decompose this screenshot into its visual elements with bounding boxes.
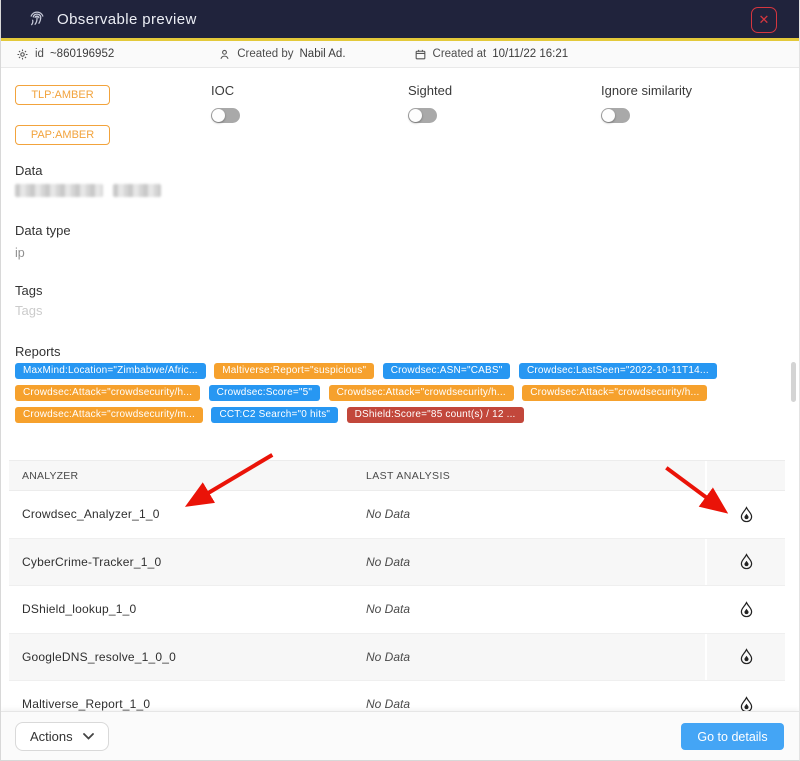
report-tags-line: Crowdsec:Attack="crowdsecurity/h... Crow… [15,382,775,401]
analyzer-name: CyberCrime-Tracker_1_0 [22,554,162,569]
person-icon [220,49,229,59]
flame-icon[interactable] [738,600,755,619]
modal-title: Observable preview [57,10,197,28]
analyzer-name: DShield_lookup_1_0 [22,602,137,617]
data-value-redacted [15,184,161,197]
data-label: Data [15,163,43,178]
column-header-analyzer: ANALYZER [22,469,79,482]
created-by-value: Nabil Ad. [299,48,346,60]
pap-badge[interactable]: PAP:AMBER [15,125,110,145]
actions-button-label: Actions [30,729,73,744]
report-tag[interactable]: Crowdsec:Attack="crowdsecurity/m... [15,407,203,423]
table-row: Crowdsec_Analyzer_1_0 No Data [9,491,785,539]
last-analysis-value: No Data [366,649,411,664]
analyzer-name: Crowdsec_Analyzer_1_0 [22,507,160,522]
tags-input[interactable] [15,303,315,318]
analyzer-name: GoogleDNS_resolve_1_0_0 [22,649,177,664]
close-icon[interactable]: ✕ [751,7,777,33]
created-by-label: Created by [237,48,294,60]
ignore-similarity-label: Ignore similarity [601,83,693,98]
flame-icon[interactable] [738,647,755,666]
scrollbar[interactable] [791,362,796,402]
last-analysis-value: No Data [366,602,411,617]
flame-icon[interactable] [738,695,755,714]
data-type-value: ip [15,246,25,260]
toggle-knob [409,109,422,122]
data-type-label: Data type [15,223,71,238]
table-header: ANALYZER LAST ANALYSIS [9,460,785,491]
reports-label: Reports [15,344,61,359]
table-row: DShield_lookup_1_0 No Data [9,586,785,634]
id-label: id [35,48,44,60]
modal-footer: Actions Go to details [1,711,799,760]
tags-label: Tags [15,283,43,298]
analyzers-table: ANALYZER LAST ANALYSIS Crowdsec_Analyzer… [9,460,785,729]
created-at-value: 10/11/22 16:21 [492,48,569,60]
redacted-blob [15,184,103,197]
ioc-toggle[interactable] [211,108,240,123]
report-tag[interactable]: MaxMind:Location="Zimbabwe/Afric... [15,363,206,379]
column-header-last-analysis: LAST ANALYSIS [366,469,451,482]
report-tags-line: Crowdsec:Attack="crowdsecurity/m... CCT:… [15,404,775,423]
sighted-label: Sighted [408,83,453,98]
report-tag[interactable]: CCT:C2 Search="0 hits" [211,407,339,423]
fingerprint-icon [30,11,44,26]
last-analysis-value: No Data [366,507,411,522]
meta-bar: id ~860196952 Created by Nabil Ad. Creat… [1,41,799,68]
tlp-badge[interactable]: TLP:AMBER [15,85,110,105]
toggle-knob [212,109,225,122]
ioc-label: IOC [211,83,235,98]
redacted-blob [113,184,161,197]
report-tags-line: MaxMind:Location="Zimbabwe/Afric... Malt… [15,360,775,379]
report-tag[interactable]: Crowdsec:Score="5" [208,385,321,401]
report-tag[interactable]: Crowdsec:Attack="crowdsecurity/h... [15,385,201,401]
report-tag[interactable]: Maltiverse:Report="suspicious" [214,363,375,379]
report-tag[interactable]: DShield:Score="85 count(s) / 12 ... [346,407,524,423]
table-row: CyberCrime-Tracker_1_0 No Data [9,538,785,586]
accent-line [1,38,799,41]
chevron-down-icon [82,733,94,740]
last-analysis-value: No Data [366,697,411,712]
calendar-icon [415,49,425,59]
go-to-details-button[interactable]: Go to details [681,723,784,750]
id-value: ~860196952 [49,48,115,60]
sighted-toggle[interactable] [408,108,437,123]
report-tag[interactable]: Crowdsec:Attack="crowdsecurity/h... [328,385,514,401]
last-analysis-value: No Data [366,554,411,569]
report-tags: MaxMind:Location="Zimbabwe/Afric... Malt… [15,360,775,426]
ignore-similarity-toggle-group: Ignore similarity [601,83,692,123]
actions-button[interactable]: Actions [15,722,109,751]
column-header-actions [705,461,785,490]
flame-icon[interactable] [738,552,755,571]
report-tag[interactable]: Crowdsec:LastSeen="2022-10-11T14... [518,363,717,379]
flame-icon[interactable] [738,505,755,524]
report-tag[interactable]: Crowdsec:Attack="crowdsecurity/h... [522,385,708,401]
table-row: GoogleDNS_resolve_1_0_0 No Data [9,633,785,681]
gear-icon [17,49,28,59]
ioc-toggle-group: IOC [211,83,240,123]
modal-header: Observable preview ✕ [1,0,799,38]
report-tag[interactable]: Crowdsec:ASN="CABS" [382,363,511,379]
analyzer-name: Maltiverse_Report_1_0 [22,697,151,712]
toggle-knob [602,109,615,122]
ignore-similarity-toggle[interactable] [601,108,630,123]
created-at-label: Created at [432,48,487,60]
sighted-toggle-group: Sighted [408,83,452,123]
